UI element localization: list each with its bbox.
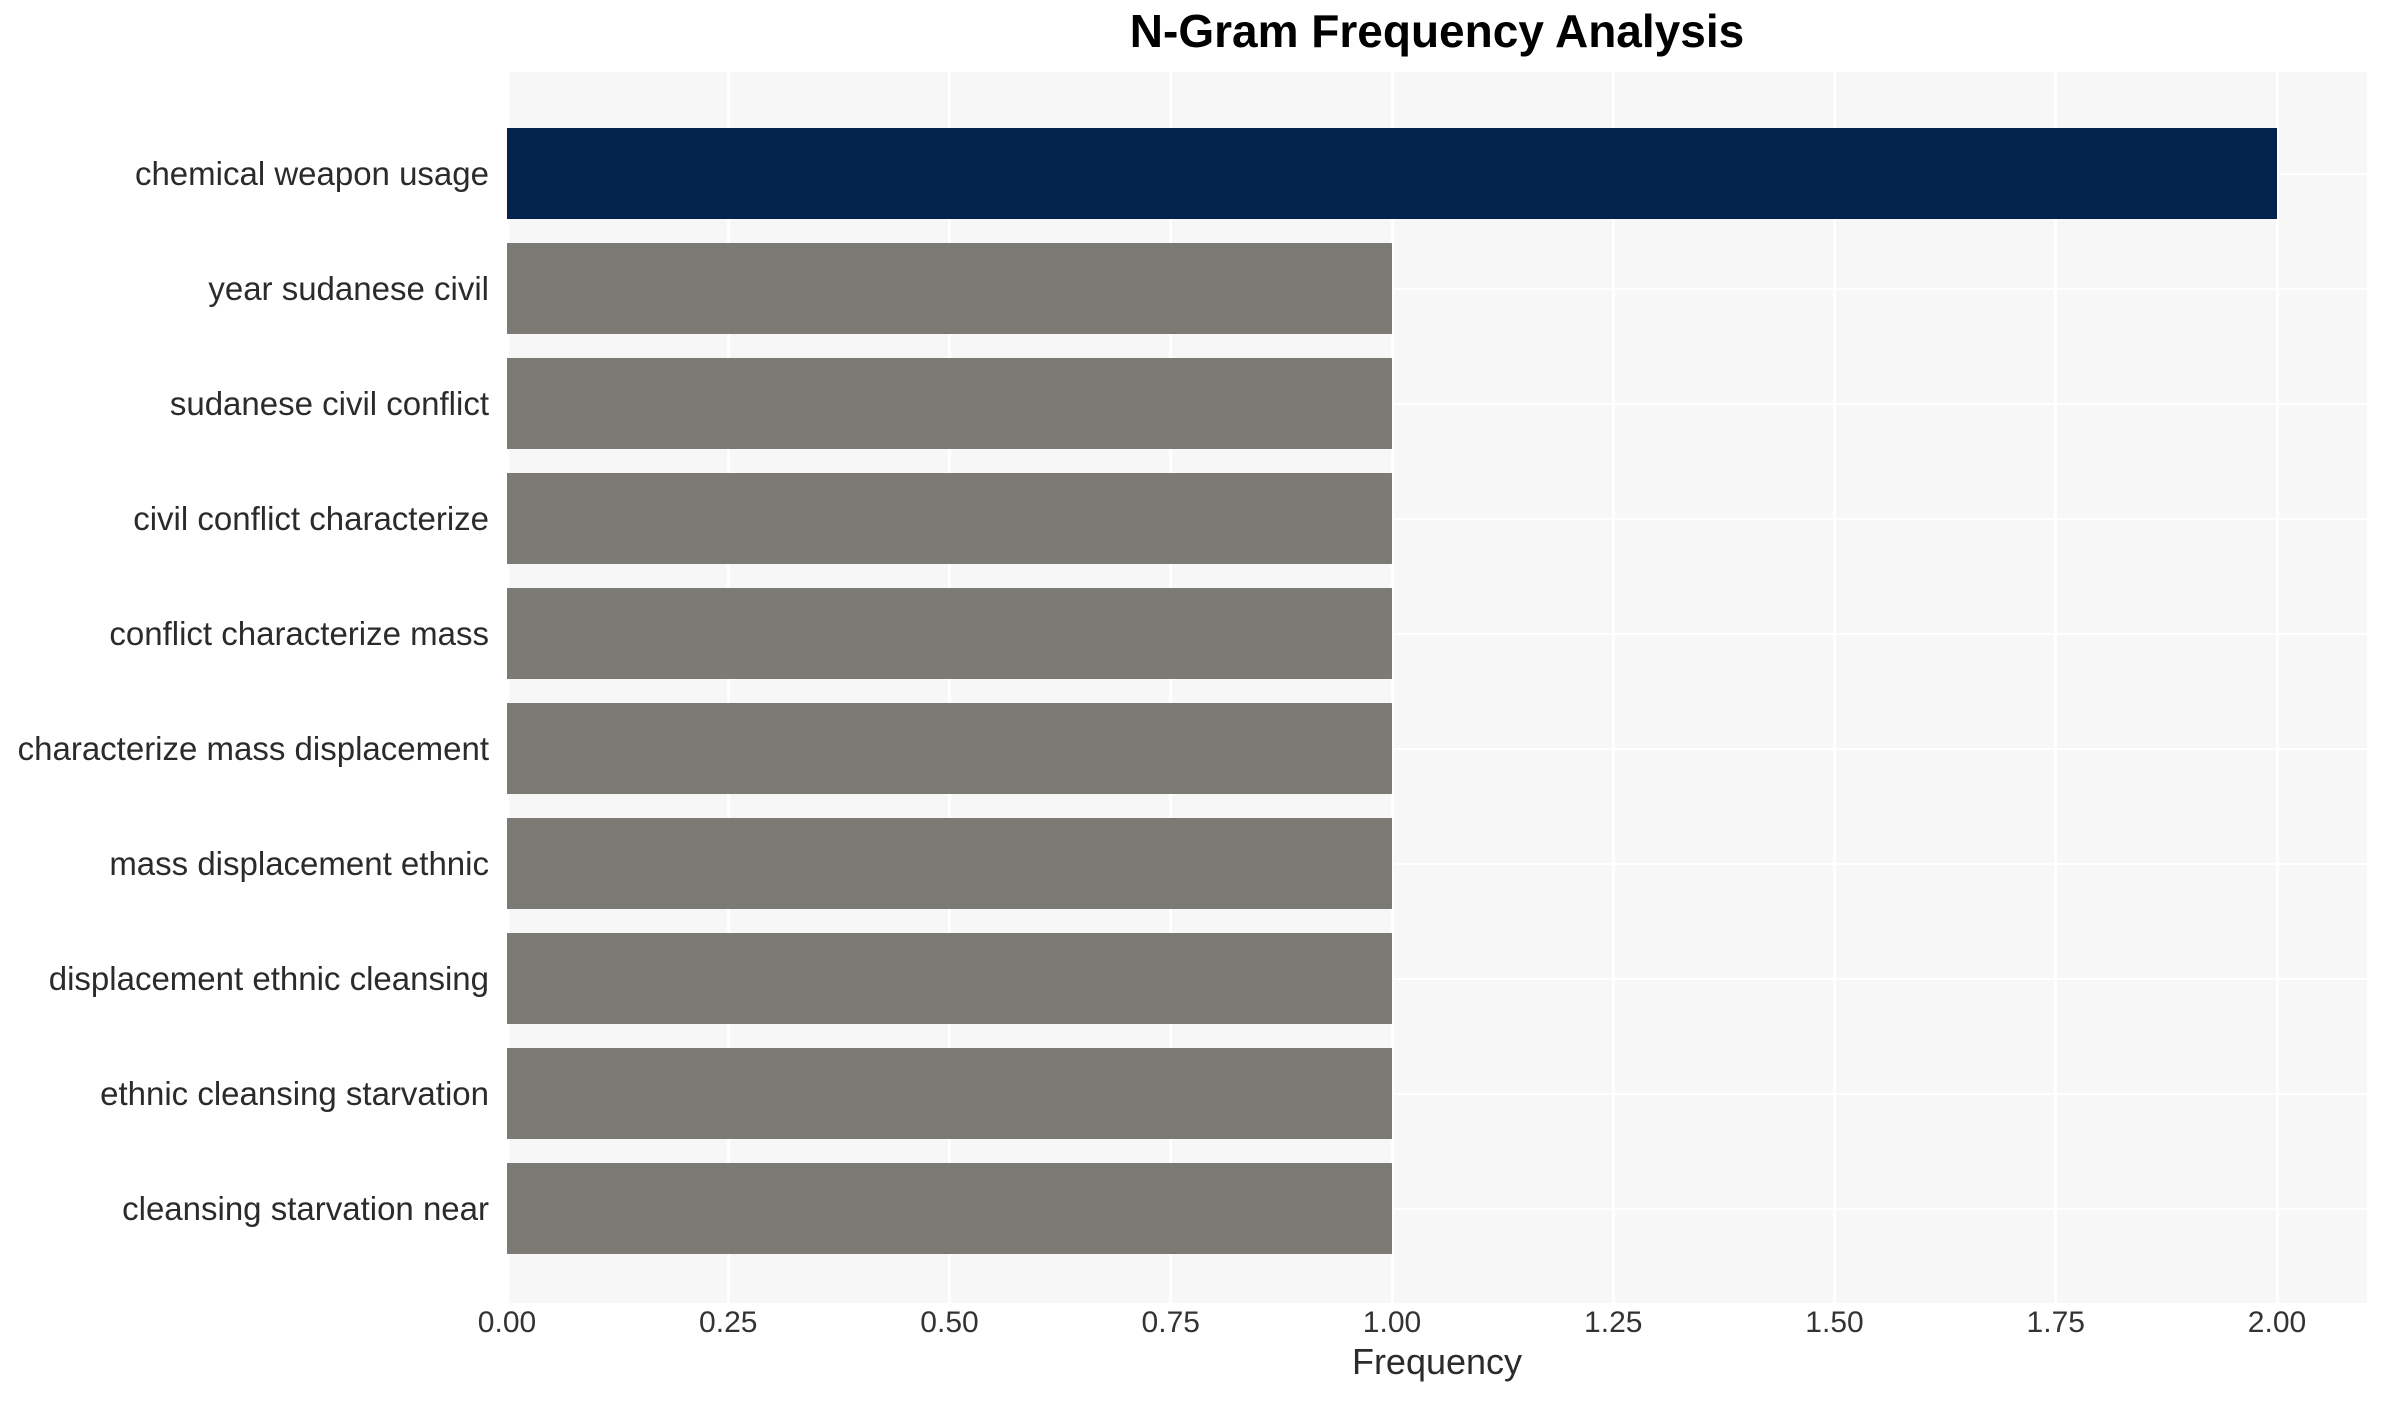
horizontal-gridline (507, 862, 2367, 865)
bar (507, 243, 1392, 334)
bar (507, 703, 1392, 794)
y-axis-label: chemical weapon usage (134, 154, 489, 192)
bar (507, 818, 1392, 909)
y-axis-label: displacement ethnic cleansing (48, 959, 489, 997)
x-tick-label: 1.75 (2026, 1306, 2085, 1339)
horizontal-gridline (507, 287, 2367, 290)
vertical-gridline (1833, 72, 1836, 1303)
vertical-gridline (1390, 72, 1394, 1303)
x-tick-label: 0.75 (1141, 1306, 1200, 1339)
vertical-gridline (2275, 72, 2279, 1303)
horizontal-gridline (507, 632, 2367, 635)
vertical-gridline (948, 72, 951, 1303)
y-axis-label: ethnic cleansing starvation (100, 1074, 489, 1112)
horizontal-gridline (507, 402, 2367, 405)
bar (507, 588, 1392, 679)
y-axis-label: mass displacement ethnic (109, 844, 489, 882)
chart-title: N-Gram Frequency Analysis (1129, 5, 1745, 57)
y-axis-label: characterize mass displacement (17, 729, 489, 767)
y-axis-label: cleansing starvation near (122, 1189, 489, 1227)
bar (507, 473, 1392, 564)
x-tick-label: 1.00 (1362, 1306, 1422, 1339)
x-tick-label: 0.00 (477, 1306, 537, 1339)
x-tick-label: 1.50 (1805, 1306, 1864, 1339)
y-axis-label: conflict characterize mass (109, 614, 489, 652)
horizontal-gridline (507, 747, 2367, 750)
horizontal-gridline (507, 1207, 2367, 1210)
y-axis-label: sudanese civil conflict (169, 384, 489, 422)
vertical-gridline (2054, 72, 2058, 1303)
x-axis-title: Frequency (1351, 1341, 1523, 1382)
y-axis-label: civil conflict characterize (133, 499, 489, 537)
horizontal-gridline (507, 1092, 2367, 1095)
vertical-gridline (1611, 72, 1615, 1303)
bar (507, 1048, 1392, 1139)
y-axis-label: year sudanese civil (208, 269, 489, 307)
x-tick-label: 0.25 (699, 1306, 758, 1339)
plot-area (507, 72, 2367, 1303)
bar (507, 128, 2277, 219)
bar (507, 1163, 1392, 1254)
horizontal-gridline (507, 517, 2367, 520)
horizontal-gridline (507, 977, 2367, 980)
x-tick-label: 1.25 (1584, 1306, 1643, 1339)
x-tick-label: 2.00 (2247, 1306, 2307, 1339)
vertical-gridline (726, 72, 730, 1303)
bar (507, 358, 1392, 449)
bar (507, 933, 1392, 1024)
vertical-gridline (507, 72, 509, 1303)
vertical-gridline (1169, 72, 1173, 1303)
x-tick-label: 0.50 (920, 1306, 979, 1339)
